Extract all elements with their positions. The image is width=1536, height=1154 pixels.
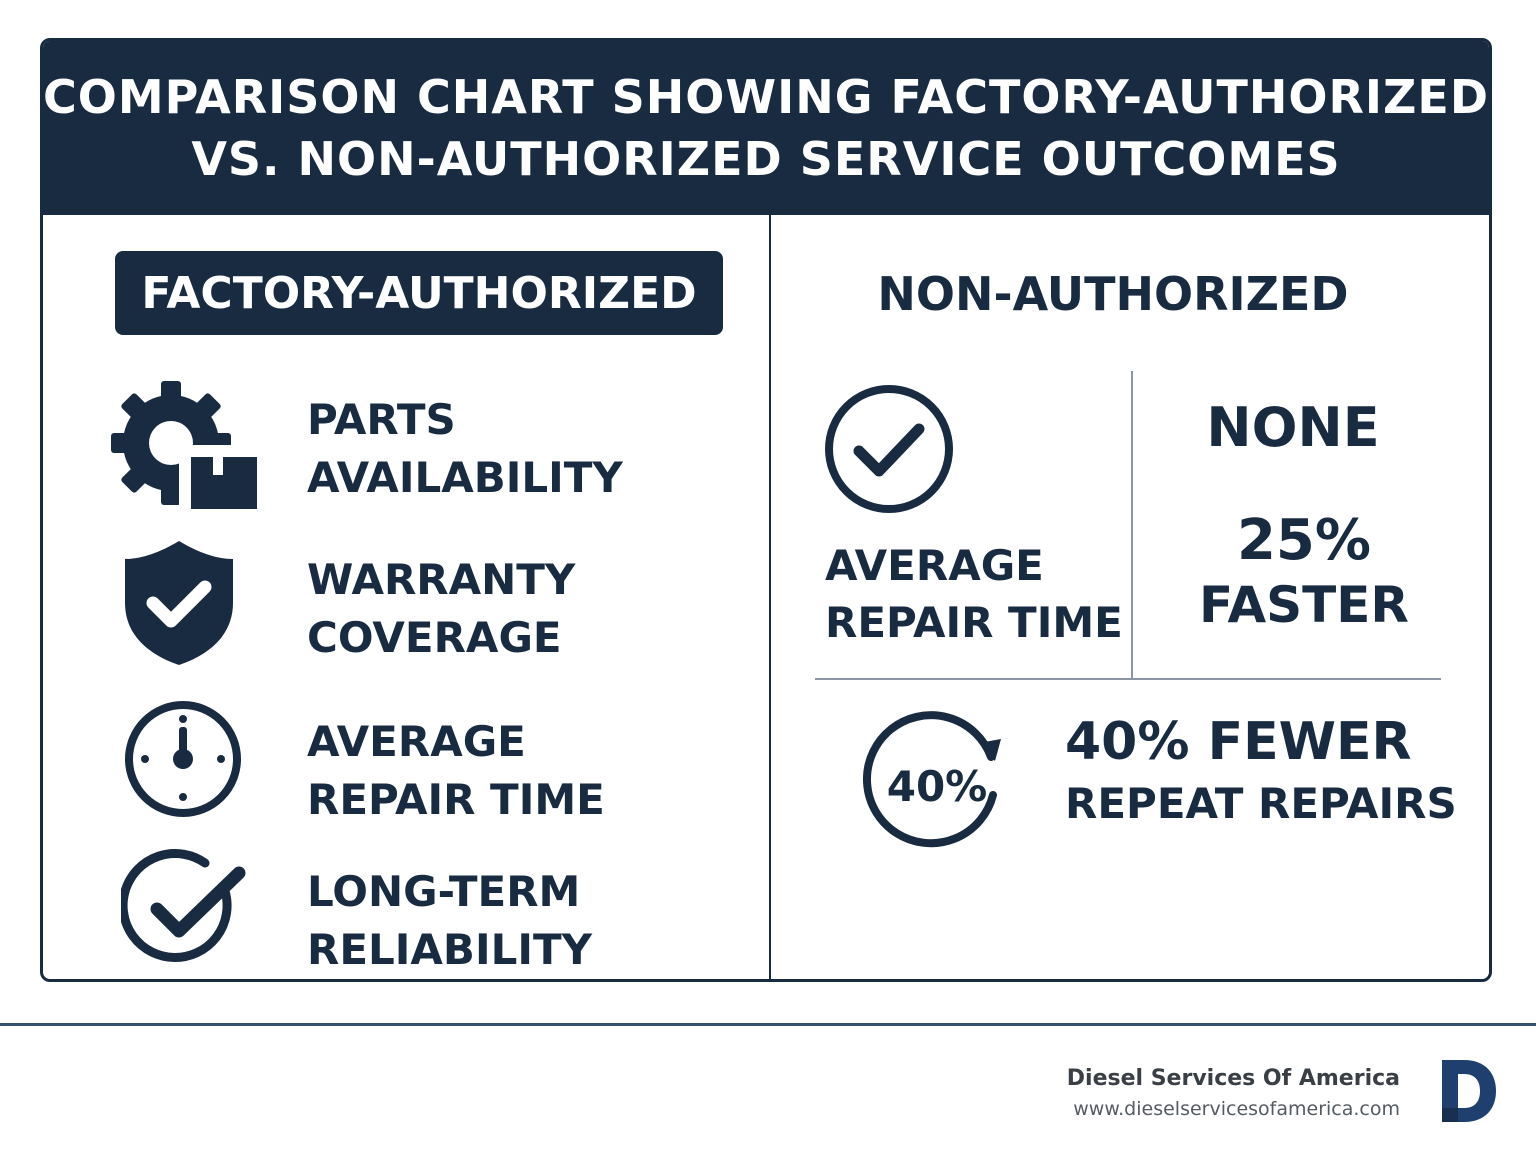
header-title-line-2: VS. NON-AUTHORIZED SERVICE OUTCOMES bbox=[191, 132, 1341, 186]
repeat-badge-text: 40% bbox=[887, 762, 988, 811]
brand-block: Diesel Services Of America www.dieselser… bbox=[1067, 1064, 1400, 1124]
header-banner: COMPARISON CHART SHOWING FACTORY-AUTHORI… bbox=[43, 41, 1489, 215]
feature-average-repair-time: AVERAGE REPAIR TIME bbox=[307, 717, 605, 824]
feature-parts-availability: PARTS AVAILABILITY bbox=[307, 395, 623, 502]
circular-arrow-icon: 40% bbox=[862, 711, 1001, 848]
circle-check-icon bbox=[121, 849, 246, 963]
non-auth-repair-time-label: AVERAGE REPAIR TIME bbox=[825, 541, 1123, 647]
inner-vertical-divider bbox=[1131, 371, 1133, 679]
gear-box-icon bbox=[111, 381, 259, 513]
check-circle-icon bbox=[825, 385, 953, 513]
non-authorized-title: NON-AUTHORIZED bbox=[877, 267, 1349, 321]
company-url[interactable]: www.dieselservicesofamerica.com bbox=[1073, 1098, 1400, 1120]
feature-warranty-coverage: WARRANTY COVERAGE bbox=[307, 555, 576, 662]
fewer-repairs-stat: 40% FEWER REPEAT REPAIRS bbox=[1065, 709, 1457, 833]
fewer-repairs-line-1: 40% FEWER bbox=[1065, 712, 1412, 772]
column-divider bbox=[769, 215, 771, 979]
shield-check-icon bbox=[125, 541, 233, 665]
company-name: Diesel Services Of America bbox=[1066, 1066, 1400, 1091]
inner-horizontal-divider bbox=[815, 678, 1441, 680]
fewer-repairs-line-2: REPEAT REPAIRS bbox=[1065, 779, 1457, 828]
clock-icon bbox=[125, 701, 241, 817]
header-title-line-1: COMPARISON CHART SHOWING FACTORY-AUTHORI… bbox=[42, 70, 1490, 124]
footer-rule bbox=[0, 1023, 1536, 1026]
feature-long-term-reliability: LONG-TERM RELIABILITY bbox=[307, 867, 593, 974]
none-value: NONE bbox=[1206, 396, 1380, 459]
faster-percent: 25% bbox=[1236, 508, 1372, 573]
comparison-card: COMPARISON CHART SHOWING FACTORY-AUTHORI… bbox=[40, 38, 1492, 982]
faster-stat: 25% FASTER bbox=[1193, 509, 1415, 637]
company-logo-icon bbox=[1442, 1060, 1496, 1122]
faster-word: FASTER bbox=[1199, 576, 1409, 634]
factory-authorized-title: FACTORY-AUTHORIZED bbox=[115, 251, 723, 335]
